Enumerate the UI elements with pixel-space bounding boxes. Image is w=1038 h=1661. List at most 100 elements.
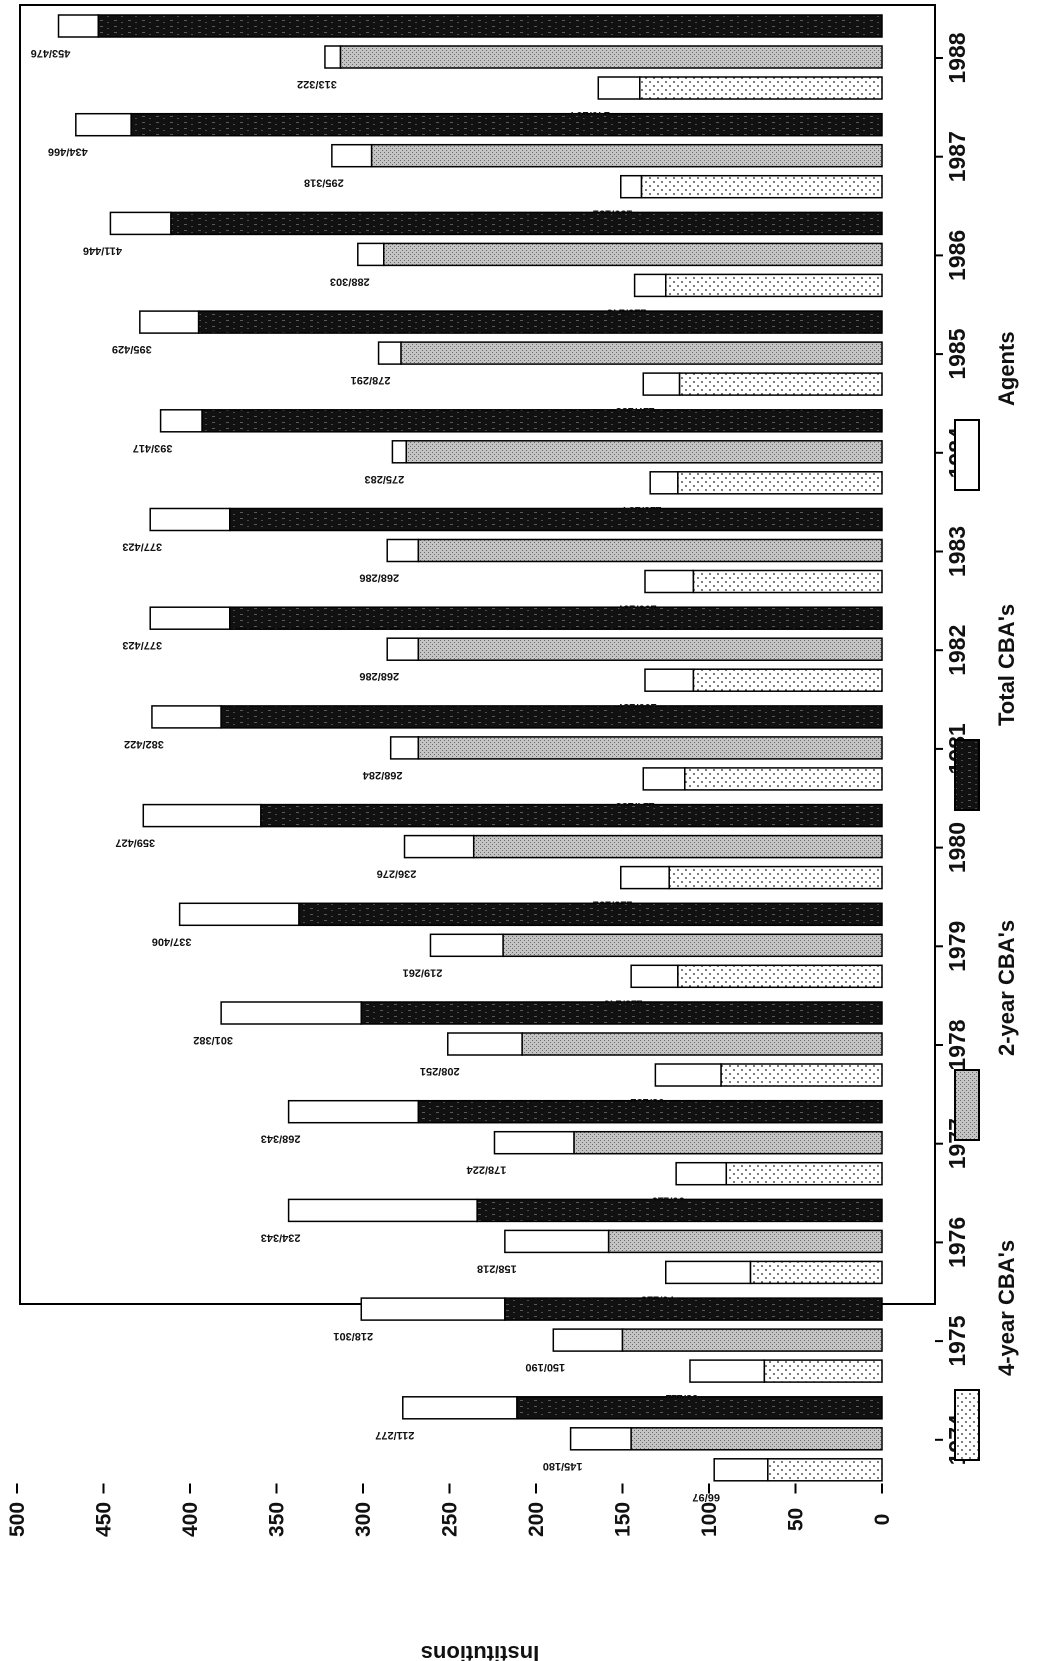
legend-swatch-1 [954, 1069, 980, 1141]
agents-segment-1982-1 [386, 637, 420, 661]
legend-label-1: 2-year CBA's [994, 920, 1019, 1056]
agents-segment-1980-0 [620, 865, 670, 890]
bar-1988-0 [639, 76, 883, 100]
data-label-1981-1: 268/284 [362, 769, 403, 781]
agents-segment-1975-0 [689, 1359, 766, 1383]
agents-segment-1974-2 [402, 1396, 518, 1420]
bar-1978-0 [720, 1063, 883, 1087]
value-tick-label-50: 50 [785, 1508, 808, 1531]
data-label-1975-1: 150/190 [525, 1361, 565, 1373]
bar-1976-2 [476, 1198, 883, 1223]
bar-1980-1 [472, 834, 883, 859]
year-label-1980: 1980 [944, 822, 970, 873]
data-label-1976-2: 234/343 [261, 1231, 301, 1243]
value-axis: Institutions 0 50 100 150 200 250 300 350 400 450… [6, 1483, 894, 1661]
agents-segment-1983-1 [386, 538, 420, 563]
bar-1977-0 [725, 1161, 883, 1186]
year-label-1983: 1983 [944, 526, 970, 577]
data-label-1984-0: 118/134 [622, 504, 662, 516]
agents-segment-1984-0 [649, 471, 679, 495]
agents-segment-1976-2 [287, 1198, 478, 1223]
bar-1977-2 [417, 1099, 883, 1124]
agents-segment-1974-0 [713, 1458, 769, 1482]
legend: 4-year CBA's 2-year CBA's Total CBA's Agent… [954, 331, 1019, 1461]
agents-segment-1983-2 [149, 507, 231, 532]
year-label-1976: 1976 [944, 1217, 970, 1268]
bar-1983-0 [692, 569, 883, 594]
agents-segment-1979-0 [630, 964, 679, 989]
bar-1986-2 [170, 211, 883, 236]
bar-1982-0 [692, 668, 883, 692]
year-label-1978: 1978 [944, 1019, 970, 1070]
legend-label-3: Agents [994, 331, 1019, 406]
bar-1983-1 [417, 538, 883, 563]
bar-1980-2 [260, 803, 883, 828]
bar-1985-0 [678, 372, 883, 396]
year-label-1982: 1982 [944, 625, 970, 676]
bar-1984-1 [405, 440, 883, 464]
data-label-1977-2: 268/343 [261, 1133, 301, 1145]
agents-segment-1987-1 [331, 143, 373, 168]
value-tick-label-250: 250 [439, 1502, 462, 1537]
agents-segment-1988-2 [57, 14, 100, 38]
bar-1980-0 [668, 865, 883, 890]
agents-segment-1986-0 [633, 273, 667, 298]
data-label-1975-2: 218/301 [333, 1330, 373, 1342]
year-label-1988: 1988 [944, 32, 970, 83]
bar-1975-2 [504, 1297, 883, 1321]
legend-swatch-3 [954, 419, 980, 491]
data-label-1981-2: 382/422 [124, 738, 164, 750]
agents-segment-1976-0 [665, 1260, 752, 1285]
bar-1985-1 [400, 341, 883, 365]
data-label-1983-1: 268/286 [359, 572, 399, 584]
bar-1978-2 [360, 1001, 883, 1025]
data-label-1982-0: 109/137 [617, 701, 657, 713]
data-label-1980-0: 123/151 [593, 899, 633, 911]
data-label-1980-2: 359/427 [115, 837, 155, 849]
bar-1986-0 [665, 273, 883, 298]
y-axis-title: Institutions [421, 1641, 540, 1661]
agents-segment-1986-2 [109, 211, 172, 236]
agents-segment-1988-0 [597, 76, 641, 100]
bar-1974-2 [516, 1396, 883, 1420]
bar-1988-2 [97, 14, 883, 38]
bar-1986-1 [383, 242, 883, 267]
year-label-1986: 1986 [944, 230, 970, 281]
data-label-1983-0: 109/137 [617, 603, 657, 615]
data-label-1980-1: 236/276 [377, 868, 417, 880]
agents-segment-1985-1 [377, 341, 402, 365]
legend-label-0: 4-year CBA's [994, 1240, 1019, 1376]
data-label-1979-1: 219/261 [403, 966, 443, 978]
bar-1979-1 [502, 933, 883, 958]
data-label-1988-0: 140/164 [570, 109, 611, 121]
agents-segment-1986-1 [357, 242, 385, 267]
agents-segment-1987-2 [75, 112, 132, 137]
agents-segment-1985-2 [139, 310, 200, 334]
bar-1987-0 [640, 174, 883, 199]
bar-1981-2 [220, 705, 883, 729]
value-tick-label-100: 100 [698, 1502, 721, 1537]
agents-segment-1981-2 [151, 705, 222, 729]
data-label-1986-1: 288/303 [330, 275, 370, 287]
data-label-1974-0: 66/97 [692, 1491, 720, 1503]
agents-segment-1981-0 [642, 767, 686, 791]
agents-segment-1982-2 [149, 606, 231, 630]
data-label-1978-2: 301/382 [193, 1034, 233, 1046]
bar-1978-1 [521, 1032, 883, 1056]
legend-label-2: Total CBA's [994, 604, 1019, 726]
value-tick-label-450: 450 [93, 1502, 116, 1537]
agents-segment-1984-2 [159, 409, 203, 433]
bar-1985-2 [197, 310, 883, 334]
bar-1984-2 [201, 409, 883, 433]
data-label-1977-0: 90/119 [652, 1195, 685, 1207]
agents-segment-1980-2 [142, 803, 262, 828]
agents-segment-1975-1 [552, 1328, 624, 1352]
data-label-1985-0: 117/138 [616, 405, 655, 417]
data-label-1978-1: 208/251 [420, 1065, 460, 1077]
legend-swatch-0 [954, 1389, 980, 1461]
data-label-1979-0: 118/145 [604, 997, 643, 1009]
year-label-1987: 1987 [944, 131, 970, 182]
agents-segment-1979-1 [429, 933, 504, 958]
agents-segment-1978-2 [220, 1001, 363, 1025]
